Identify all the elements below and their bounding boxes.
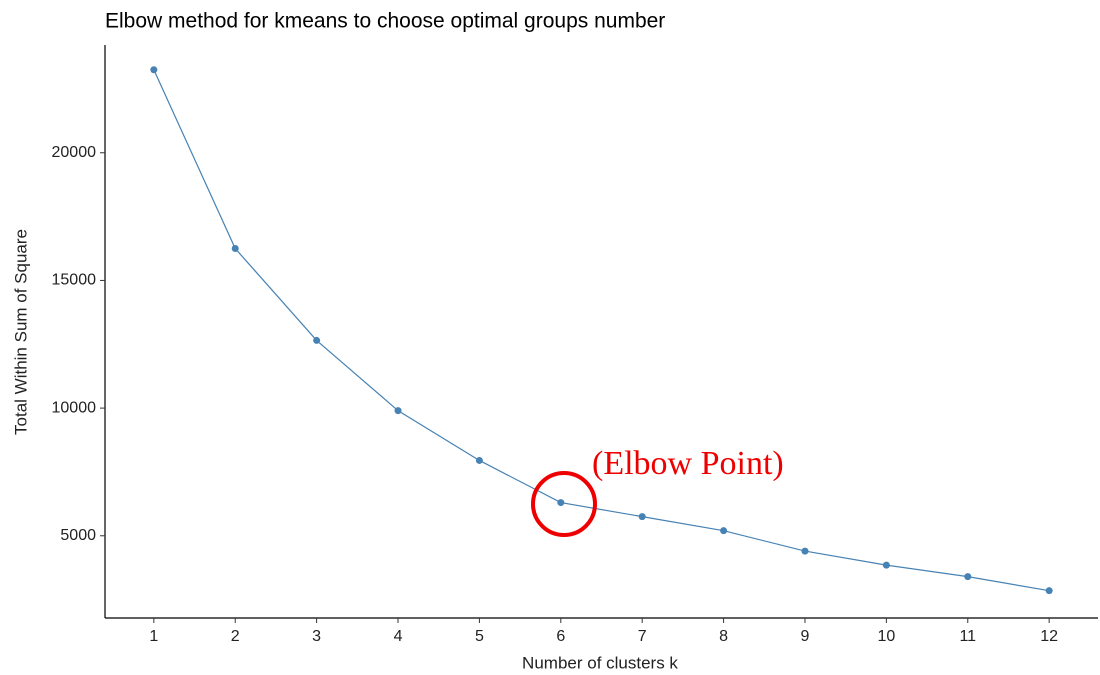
point [801, 547, 809, 555]
line [153, 69, 1050, 592]
x-tick-label: 9 [801, 628, 810, 645]
x-tick-label: 2 [231, 628, 240, 645]
x-tick-label: 12 [1040, 628, 1058, 645]
x-tick-label: 8 [719, 628, 728, 645]
point [638, 513, 646, 521]
x-tick-label: 4 [394, 628, 403, 645]
y-tick-label: 20000 [52, 144, 97, 161]
point [150, 66, 158, 74]
point [557, 499, 565, 507]
elbow-circle [531, 471, 597, 537]
point [231, 245, 239, 253]
point [1045, 587, 1053, 595]
y-tick-label: 15000 [52, 272, 97, 289]
x-tick-label: 6 [556, 628, 565, 645]
x-tick-label: 11 [959, 628, 976, 645]
x-tick-label: 5 [475, 628, 484, 645]
chart-title: Elbow method for kmeans to choose optima… [105, 10, 665, 33]
x-tick-label: 10 [877, 628, 895, 645]
point [394, 407, 402, 415]
point [475, 456, 483, 464]
annotation: (Elbow Point) [592, 445, 784, 482]
y-tick-label: 10000 [52, 399, 97, 416]
y-axis-title: Total Within Sum of Square [11, 229, 30, 435]
point [964, 573, 972, 581]
point [882, 561, 890, 569]
x-tick-label: 7 [638, 628, 647, 645]
point [313, 336, 321, 344]
y-tick-label: 5000 [60, 527, 96, 544]
x-tick-label: 1 [149, 628, 158, 645]
x-axis-title: Number of clusters k [522, 653, 678, 672]
x-tick-label: 3 [312, 628, 321, 645]
point [720, 527, 728, 535]
